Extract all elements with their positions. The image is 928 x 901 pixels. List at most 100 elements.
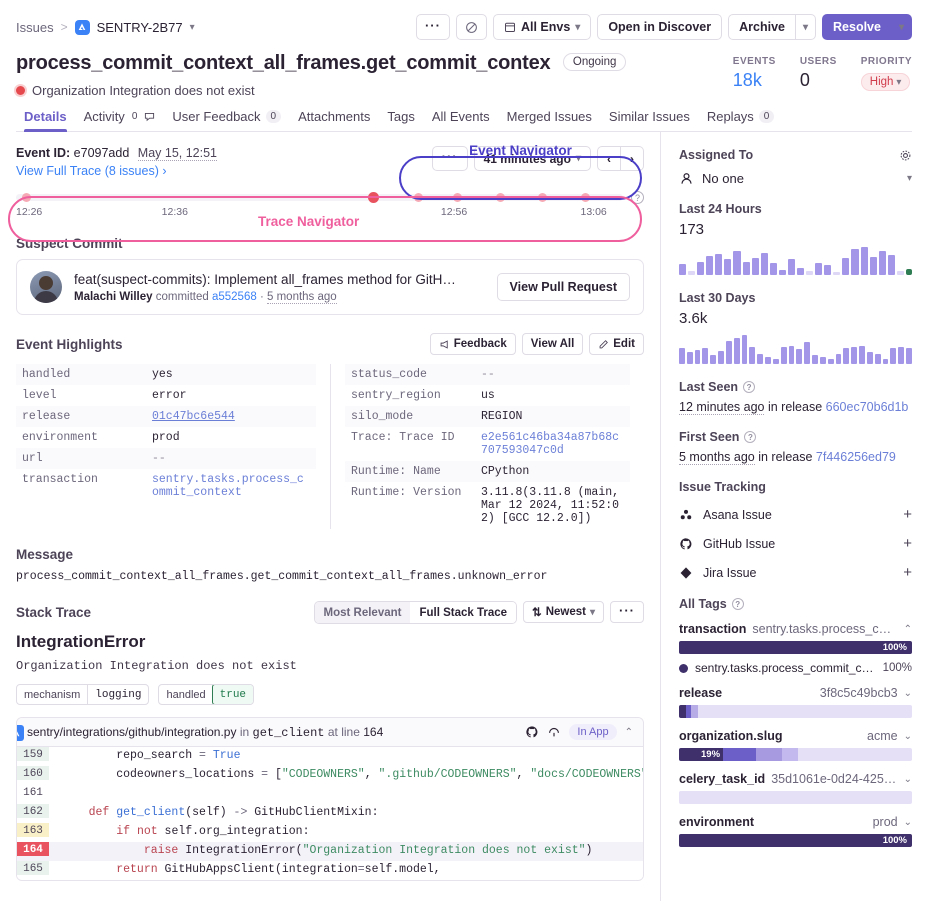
view-pull-request-button[interactable]: View Pull Request: [496, 273, 630, 301]
tag-header[interactable]: transaction sentry.tasks.process_com… ⌃: [679, 622, 912, 636]
feedback-button[interactable]: Feedback: [429, 333, 516, 355]
highlight-value[interactable]: sentry.tasks.process_commit_context: [152, 473, 304, 499]
tab-merged-issues[interactable]: Merged Issues: [506, 109, 592, 124]
add-icon[interactable]: +: [903, 535, 912, 552]
highlight-value: us: [481, 389, 495, 402]
commit-sha-link[interactable]: a552568: [211, 290, 257, 303]
help-icon[interactable]: ?: [744, 431, 757, 443]
sparkline-bar: [772, 359, 779, 364]
last-30-days-count: 3.6k: [679, 310, 708, 327]
chevron-icon[interactable]: ⌄: [903, 730, 912, 742]
chevron-icon[interactable]: ⌄: [903, 773, 912, 785]
priority-badge[interactable]: High ▾: [860, 73, 911, 91]
tab-user-feedback[interactable]: User Feedback 0: [172, 109, 282, 131]
sort-icon: ⇅: [532, 607, 542, 619]
tag-key: organization.slug: [679, 729, 783, 743]
suspect-commit-card: feat(suspect-commits): Implement all_fra…: [16, 259, 644, 315]
events-count[interactable]: 18k: [732, 70, 762, 90]
trace-dot-current[interactable]: [368, 192, 380, 203]
mute-button[interactable]: [455, 14, 487, 40]
code-line-source: def get_client(self) -> GitHubClientMixi…: [88, 806, 379, 819]
more-actions-button[interactable]: ···: [415, 14, 450, 40]
integration-jira[interactable]: Jira Issue +: [679, 564, 912, 581]
view-full-trace-link[interactable]: View Full Trace (8 issues) ›: [16, 164, 167, 178]
tab-all-events[interactable]: All Events: [431, 109, 490, 124]
tab-tags[interactable]: Tags: [387, 109, 415, 124]
integration-asana[interactable]: Asana Issue +: [679, 506, 912, 523]
trace-dot[interactable]: [580, 193, 590, 202]
tag-header[interactable]: celery_task_id 35d1061e-0d24-4258-… ⌄: [679, 772, 912, 786]
breadcrumb-project-label[interactable]: SENTRY-2B77: [96, 19, 183, 35]
add-icon[interactable]: +: [903, 564, 912, 581]
highlight-value[interactable]: e2e561c46ba34a87b68c707593047c0d: [481, 431, 620, 457]
trace-dot[interactable]: [495, 193, 505, 202]
calendar-icon: [504, 22, 515, 32]
code-line-source: [49, 785, 68, 802]
resolve-button[interactable]: Resolve: [822, 14, 892, 40]
trace-dot[interactable]: [453, 193, 463, 202]
next-event-button[interactable]: ›: [621, 146, 644, 171]
chevron-down-icon[interactable]: ▾: [189, 21, 195, 33]
chevron-icon[interactable]: ⌄: [903, 816, 912, 828]
tab-details[interactable]: Details: [24, 109, 67, 132]
tag-percent: 19%: [701, 749, 721, 760]
github-icon[interactable]: [525, 725, 539, 739]
environment-selector[interactable]: All Envs ▾: [492, 14, 592, 40]
stat-priority: PRIORITY High ▾: [860, 56, 912, 91]
sort-button[interactable]: ⇅ Newest ▾: [523, 601, 604, 623]
last-24-hours-sparkline[interactable]: [679, 245, 912, 275]
chevron-icon[interactable]: ⌃: [903, 623, 912, 635]
tag-header[interactable]: environment prod ⌄: [679, 815, 912, 829]
resolved-marker-icon: [905, 269, 912, 275]
code-coverage-icon[interactable]: [547, 725, 561, 739]
resolve-dropdown-button[interactable]: ▾: [891, 14, 912, 40]
event-time-selector[interactable]: 41 minutes ago ▾: [473, 146, 591, 171]
last-seen-release-link[interactable]: 660ec70b6d1b: [825, 400, 909, 414]
tag-header[interactable]: organization.slug acme ⌄: [679, 729, 912, 743]
tag-header[interactable]: release 3f8c5c49bcb3 ⌄: [679, 686, 912, 700]
view-all-highlights-button[interactable]: View All: [521, 333, 584, 355]
stack-frame-header[interactable]: sentry/integrations/github/integration.p…: [17, 718, 643, 747]
assignee-selector[interactable]: No one ▾: [679, 171, 912, 186]
add-icon[interactable]: +: [903, 506, 912, 523]
tab-activity[interactable]: Activity 0: [84, 109, 156, 131]
last-30-days-sparkline[interactable]: [679, 334, 912, 364]
tab-similar-issues[interactable]: Similar Issues: [608, 109, 690, 124]
last-seen-block: Last Seen ? 12 minutes ago in release 66…: [679, 380, 909, 415]
first-seen-release-link[interactable]: 7f446256ed79: [815, 450, 896, 464]
frame-line-number: 164: [363, 724, 384, 739]
previous-event-button[interactable]: ‹: [597, 146, 621, 171]
trace-dot[interactable]: [413, 193, 423, 202]
issue-sidebar: Assigned To No one ▾ Last 24 Hours 173 L…: [660, 132, 928, 901]
sparkline-bar: [878, 251, 886, 275]
event-more-button[interactable]: ···: [431, 146, 468, 171]
help-icon[interactable]: ?: [743, 381, 756, 393]
integration-github[interactable]: GitHub Issue +: [679, 535, 912, 552]
trace-dot[interactable]: [538, 193, 548, 202]
tag-item: release 3f8c5c49bcb3 ⌄: [679, 686, 912, 718]
edit-highlights-button[interactable]: Edit: [589, 333, 644, 355]
code-line-source: raise IntegrationError("Organization Int…: [143, 844, 593, 857]
help-icon[interactable]: ?: [631, 191, 644, 204]
tab-replays[interactable]: Replays 0: [707, 109, 775, 131]
highlight-value[interactable]: 01c47bc6e544: [152, 410, 235, 423]
highlight-value: --: [152, 452, 166, 465]
full-stack-trace-toggle[interactable]: Full Stack Trace: [410, 602, 517, 623]
commit-message[interactable]: feat(suspect-commits): Implement all_fra…: [74, 271, 456, 287]
chevron-up-icon[interactable]: ⌃: [624, 726, 633, 738]
message-heading: Message: [16, 547, 74, 562]
archive-button[interactable]: Archive: [728, 14, 796, 40]
tag-top-value[interactable]: sentry.tasks.process_commit_context 100%: [679, 661, 912, 675]
open-in-discover-button[interactable]: Open in Discover: [597, 14, 723, 40]
status-badge: Ongoing: [562, 52, 627, 71]
trace-dot[interactable]: [22, 193, 32, 202]
breadcrumb-issues-link[interactable]: Issues: [16, 19, 54, 35]
tab-attachments[interactable]: Attachments: [298, 109, 371, 124]
stack-trace-more-button[interactable]: ···: [610, 601, 644, 623]
trace-track[interactable]: 12:26 12:36 12:56 13:06: [16, 188, 623, 218]
chevron-icon[interactable]: ⌄: [903, 687, 912, 699]
most-relevant-toggle[interactable]: Most Relevant: [314, 602, 411, 623]
gear-icon[interactable]: [899, 149, 912, 162]
archive-dropdown-button[interactable]: ▾: [795, 14, 817, 40]
help-icon[interactable]: ?: [731, 598, 744, 610]
